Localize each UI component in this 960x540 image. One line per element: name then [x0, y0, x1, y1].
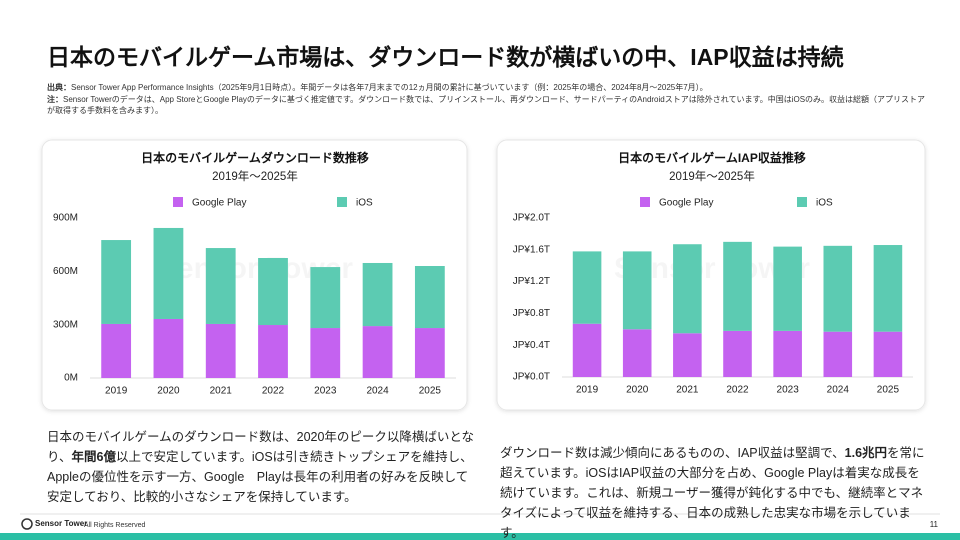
x-tick-label: 2024 — [366, 386, 389, 397]
bar-segment — [362, 262, 393, 327]
bar-segment — [414, 266, 445, 329]
source-note: 出典：Sensor Tower App Performance Insights… — [47, 82, 932, 93]
y-tick-label: 300M — [53, 319, 78, 330]
legend-swatch — [640, 197, 650, 207]
legend-swatch — [797, 197, 807, 207]
y-tick-label: JP¥0.0T — [513, 372, 550, 383]
x-tick-label: 2025 — [419, 386, 442, 397]
bar-segment — [205, 248, 236, 324]
chart-subtitle: 2019年～2025年 — [669, 169, 755, 183]
page-number: 11 — [930, 520, 939, 529]
highlight: 1.6兆円 — [844, 446, 888, 460]
bar-segment — [823, 245, 853, 332]
x-tick-label: 2020 — [157, 386, 180, 397]
y-tick-label: 0M — [64, 373, 78, 384]
bar-segment — [773, 246, 802, 331]
bar-segment — [153, 318, 184, 378]
y-tick-label: 900M — [53, 213, 78, 224]
y-tick-label: JP¥1.6T — [513, 244, 550, 255]
bar-segment — [258, 325, 288, 378]
bar-segment — [101, 323, 132, 378]
x-tick-label: 2020 — [626, 385, 649, 396]
bar-segment — [101, 240, 132, 324]
commentary: 日本のモバイルゲームのダウンロード数は、2020年のピーク以降横ばいとなり、年間… — [47, 427, 479, 507]
bar-segment — [205, 323, 236, 378]
bar-segment — [310, 267, 341, 329]
brand: Sensor Tower — [35, 519, 87, 528]
bar-segment — [723, 241, 752, 331]
x-tick-label: 2025 — [877, 385, 900, 396]
x-tick-label: 2023 — [314, 386, 337, 397]
bar-segment — [572, 323, 602, 377]
text-run: 日本のモバイルゲームのダウンロード数は、2020年のピーク以降横ばいとなり、 — [47, 430, 475, 464]
x-tick-label: 2022 — [262, 386, 285, 397]
y-tick-label: JP¥1.2T — [513, 276, 550, 287]
chart-card — [41, 139, 468, 411]
text-run: ダウンロード数は減少傾向にあるものの、IAP収益は堅調で、 — [500, 446, 845, 460]
y-tick-label: JP¥0.8T — [513, 308, 550, 319]
bar-segment — [310, 328, 341, 378]
x-tick-label: 2019 — [105, 386, 128, 397]
y-tick-label: JP¥2.0T — [513, 213, 550, 224]
text-run: を常に超えています。iOSはIAP収益の大部分を占め、Google Playは着… — [500, 446, 925, 540]
legend-label: iOS — [816, 198, 833, 209]
bar-segment — [873, 331, 903, 377]
chart-subtitle: 2019年～2025年 — [212, 169, 298, 183]
legend-label: iOS — [356, 198, 373, 209]
note-label: 注： — [47, 95, 63, 104]
footer-bar — [0, 533, 960, 540]
footnote: 注：Sensor Towerのデータは、App StoreとGoogle Pla… — [47, 94, 932, 116]
y-tick-label: 600M — [53, 266, 78, 277]
highlight: 年間6億 — [71, 450, 116, 464]
chart-title: 日本のモバイルゲームダウンロード数推移 — [141, 150, 369, 165]
bar-segment — [362, 326, 393, 378]
x-tick-label: 2022 — [726, 385, 749, 396]
x-tick-label: 2019 — [576, 385, 599, 396]
chart-card — [496, 139, 926, 411]
x-tick-label: 2023 — [777, 385, 800, 396]
x-tick-label: 2021 — [210, 386, 233, 397]
rights: - All Rights Reserved — [80, 522, 145, 529]
legend-swatch — [337, 197, 347, 207]
bar-segment — [414, 328, 445, 378]
y-tick-label: JP¥0.4T — [513, 340, 550, 351]
bar-segment — [153, 227, 184, 319]
x-tick-label: 2024 — [827, 385, 850, 396]
chart-title: 日本のモバイルゲームIAP収益推移 — [618, 150, 806, 165]
brand-logo — [21, 518, 33, 530]
bar-segment — [723, 330, 752, 377]
legend-label: Google Play — [192, 198, 246, 209]
bar-segment — [673, 244, 702, 334]
text-run: 以上で安定しています。iOSは引き続きトップシェアを維持し、Appleの優位性を… — [47, 450, 473, 504]
bar-segment — [873, 245, 903, 332]
bar-segment — [823, 331, 853, 377]
bar-segment — [673, 333, 702, 377]
legend-label: Google Play — [659, 198, 713, 209]
bar-segment — [622, 251, 652, 330]
bar-segment — [572, 251, 602, 324]
x-tick-label: 2021 — [676, 385, 699, 396]
bar-segment — [258, 258, 288, 326]
slide-title: 日本のモバイルゲーム市場は、ダウンロード数が横ばいの中、IAP収益は持続 — [47, 44, 844, 70]
bar-segment — [773, 330, 802, 377]
source-text: Sensor Tower App Performance Insights（20… — [71, 83, 708, 92]
bar-segment — [622, 329, 652, 377]
commentary: ダウンロード数は減少傾向にあるものの、IAP収益は堅調で、1.6兆円を常に超えて… — [500, 443, 930, 540]
note-text: Sensor Towerのデータは、App StoreとGoogle Playの… — [47, 95, 926, 115]
source-label: 出典： — [47, 83, 71, 92]
legend-swatch — [173, 197, 183, 207]
